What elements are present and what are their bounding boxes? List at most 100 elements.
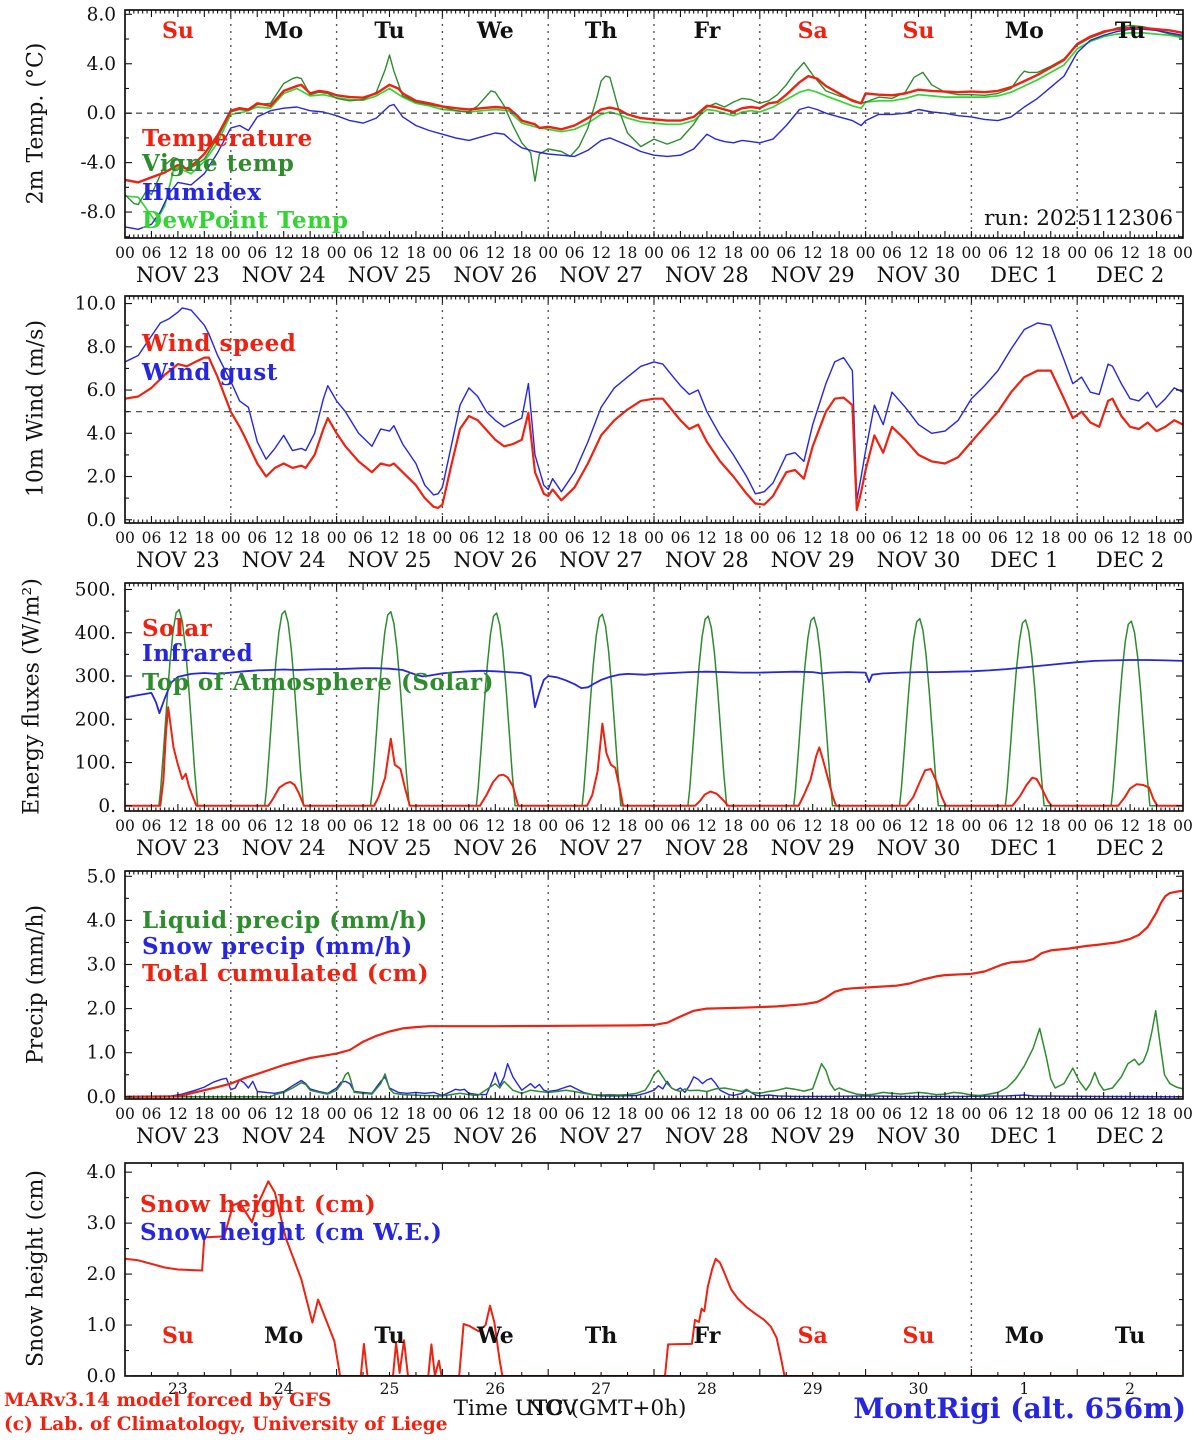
date-label: NOV 24 [242, 1124, 326, 1148]
hour-label: 00 [856, 817, 876, 835]
hour-label: 18 [300, 1105, 320, 1123]
hour-label: 06 [247, 1105, 267, 1123]
hour-label: 18 [512, 529, 532, 547]
hour-label: 12 [485, 244, 505, 262]
y-tick-label: 200. [75, 709, 116, 730]
hour-label: 12 [591, 244, 611, 262]
y-tick-label: 0. [98, 796, 116, 817]
hour-label: 12 [168, 244, 188, 262]
hour-label: 12 [591, 1105, 611, 1123]
hour-label: 06 [142, 244, 162, 262]
hour-label: 00 [1173, 529, 1193, 547]
y-axis-title-temp: 2m Temp. (°C) [23, 42, 49, 205]
hour-label: 00 [856, 1105, 876, 1123]
date-label: NOV 25 [348, 836, 432, 860]
hour-label: 06 [565, 1105, 585, 1123]
hour-label: 18 [194, 817, 214, 835]
hour-label: 18 [406, 244, 426, 262]
day-number-label: 30 [909, 1380, 929, 1398]
legend-liquid-precip: Liquid precip (mm/h) [142, 907, 428, 934]
hour-label: 00 [115, 529, 135, 547]
hour-label: 00 [1067, 529, 1087, 547]
y-tick-label: -4.0 [80, 153, 116, 174]
legend-dewpoint: DewPoint Temp [142, 207, 349, 234]
date-label: DEC 1 [990, 263, 1058, 287]
hour-label: 00 [115, 1105, 135, 1123]
hour-label: 06 [776, 817, 796, 835]
hour-label: 18 [935, 244, 955, 262]
y-tick-label: 4.0 [87, 910, 116, 931]
legend-wind-speed: Wind speed [142, 330, 297, 357]
hour-label: 18 [935, 529, 955, 547]
hour-label: 18 [618, 244, 638, 262]
hour-label: 00 [538, 1105, 558, 1123]
hour-label: 18 [194, 244, 214, 262]
y-tick-label: 6.0 [87, 380, 116, 401]
legend-snow-height: Snow height (cm) [140, 1191, 377, 1218]
y-tick-label: -8.0 [80, 202, 116, 223]
hour-label: 00 [1173, 1105, 1193, 1123]
hour-label: 18 [1147, 244, 1167, 262]
hour-label: 18 [723, 1105, 743, 1123]
date-label: DEC 1 [990, 1124, 1058, 1148]
y-tick-label: 0.0 [87, 1366, 116, 1387]
hour-label: 12 [168, 817, 188, 835]
hour-label: 18 [512, 1105, 532, 1123]
hour-label: 12 [803, 1105, 823, 1123]
hour-label: 18 [300, 529, 320, 547]
y-tick-label: 3.0 [87, 1213, 116, 1234]
series-wind-gust [125, 307, 1183, 501]
hour-label: 12 [1120, 529, 1140, 547]
date-label: NOV 27 [559, 1124, 643, 1148]
hour-label: 12 [1120, 244, 1140, 262]
hour-label: 06 [988, 1105, 1008, 1123]
date-label: NOV 27 [559, 263, 643, 287]
weekday-label-bottom: We [476, 1323, 514, 1349]
hour-label: 00 [1067, 1105, 1087, 1123]
y-tick-label: 1.0 [87, 1315, 116, 1336]
x-axis-title: Time UTC (GMT+0h) [453, 1396, 687, 1421]
hour-label: 00 [962, 817, 982, 835]
date-label: DEC 2 [1096, 836, 1164, 860]
hour-label: 00 [750, 817, 770, 835]
y-tick-label: 0.0 [87, 103, 116, 124]
hour-label: 06 [565, 817, 585, 835]
hour-label: 12 [697, 1105, 717, 1123]
date-label: NOV 26 [453, 548, 537, 572]
date-label: NOV 25 [348, 548, 432, 572]
series-liquid-precip [125, 1010, 1183, 1098]
footer-model-credit: MARv3.14 model forced by GFS [4, 1390, 332, 1411]
hour-label: 12 [485, 529, 505, 547]
legend-toa: Top of Atmosphere (Solar) [142, 669, 495, 696]
y-tick-label: 2.0 [87, 467, 116, 488]
date-label: NOV 29 [771, 1124, 855, 1148]
hour-label: 18 [618, 1105, 638, 1123]
day-number-label: 27 [591, 1380, 611, 1398]
hour-label: 06 [988, 529, 1008, 547]
footer-copyright: (c) Lab. of Climatology, University of L… [4, 1414, 448, 1435]
date-label: DEC 2 [1096, 1124, 1164, 1148]
date-label: DEC 1 [990, 548, 1058, 572]
hour-label: 18 [935, 1105, 955, 1123]
legend-snow-precip: Snow precip (mm/h) [142, 933, 413, 960]
date-label: NOV 30 [877, 836, 961, 860]
day-number-label: 24 [274, 1380, 294, 1398]
hour-label: 12 [168, 1105, 188, 1123]
hour-label: 06 [247, 529, 267, 547]
weekday-label-bottom: Tu [1115, 1323, 1145, 1349]
legend-solar: Solar [142, 615, 213, 642]
date-label: NOV 23 [136, 836, 220, 860]
y-tick-label: 5.0 [87, 866, 116, 887]
hour-label: 12 [1014, 817, 1034, 835]
hour-label: 18 [1041, 1105, 1061, 1123]
date-label: NOV 28 [665, 548, 749, 572]
hour-label: 12 [591, 817, 611, 835]
hour-label: 06 [1094, 244, 1114, 262]
hour-label: 12 [1120, 1105, 1140, 1123]
weekday-label-bottom: Fr [693, 1323, 720, 1349]
weekday-label-top: Th [585, 18, 617, 44]
hour-label: 00 [433, 1105, 453, 1123]
weekday-label-bottom: Su [162, 1323, 194, 1349]
hour-label: 12 [909, 244, 929, 262]
